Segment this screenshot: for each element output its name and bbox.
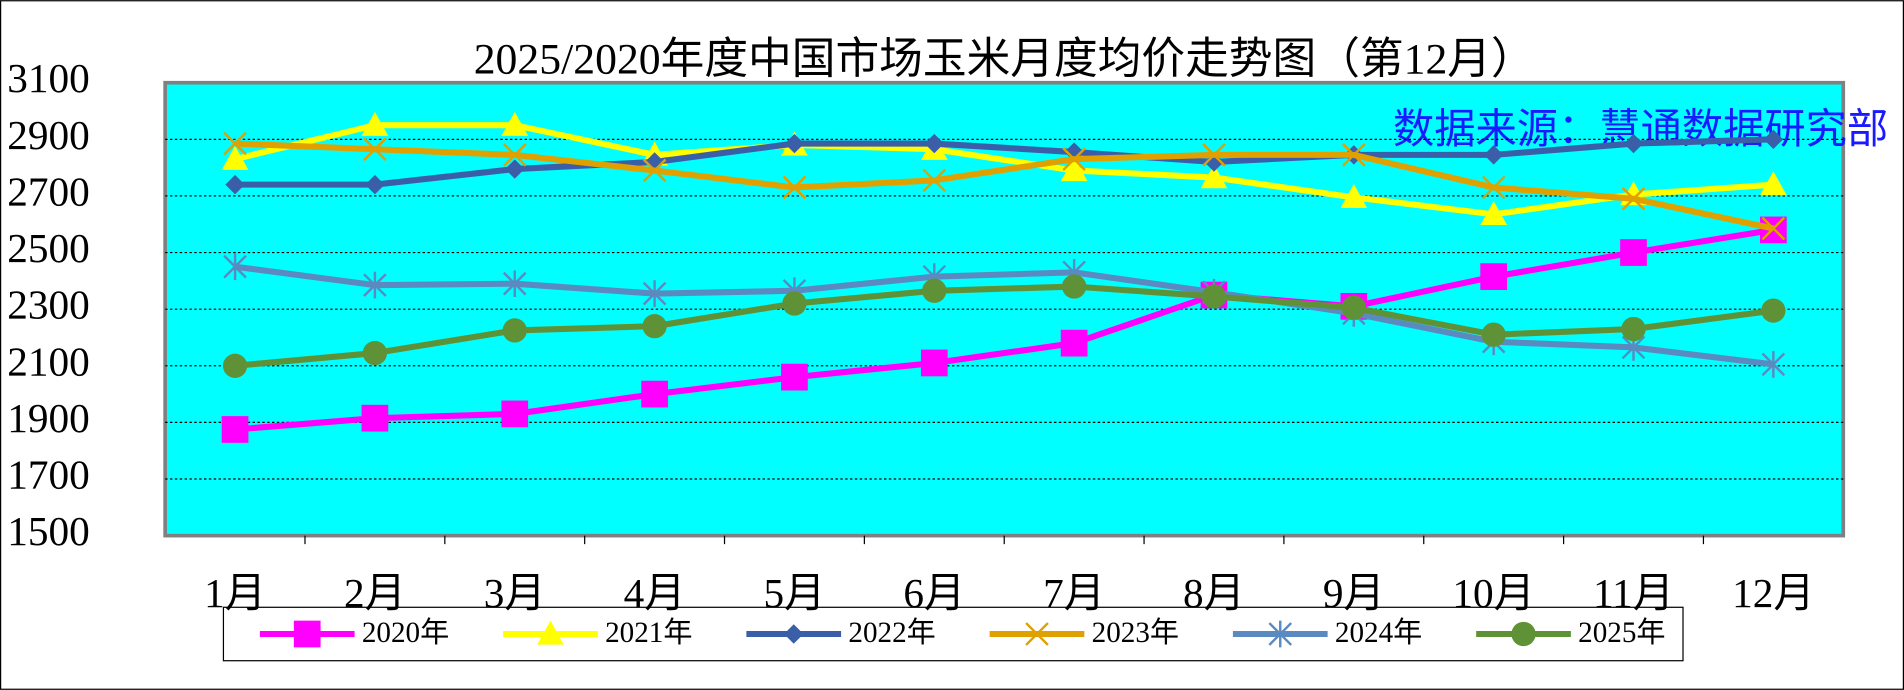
y-tick-label: 2700	[7, 168, 90, 214]
marker	[1061, 274, 1087, 299]
x-tick-label: 5月	[763, 570, 825, 616]
x-tick-label: 6月	[903, 570, 965, 616]
marker	[1480, 200, 1508, 226]
marker	[1064, 142, 1084, 162]
marker	[501, 400, 529, 428]
y-tick-label: 2900	[7, 112, 90, 158]
series-line	[235, 136, 1774, 188]
marker	[363, 137, 387, 162]
marker	[502, 318, 527, 343]
series-line	[234, 263, 1774, 368]
x-tick-label: 10月	[1452, 570, 1535, 616]
marker	[922, 278, 947, 303]
marker	[642, 280, 667, 307]
legend-label: 2023年	[1092, 616, 1179, 649]
marker	[1342, 143, 1366, 167]
legend-label: 2024年	[1335, 616, 1422, 649]
chart-title: 2025/2020年度中国市场玉米月度均价走势图（第12月）	[474, 35, 1535, 83]
y-tick-label: 3100	[7, 55, 90, 101]
marker	[501, 111, 529, 136]
marker	[782, 291, 807, 316]
marker	[1201, 284, 1227, 309]
y-tick-label: 2100	[7, 338, 90, 384]
marker	[1025, 622, 1049, 646]
x-tick-label: 3月	[484, 570, 546, 616]
y-tick-label: 1700	[7, 451, 90, 497]
marker	[1623, 133, 1644, 154]
x-tick-label: 12月	[1732, 570, 1815, 616]
marker	[1060, 157, 1088, 182]
series-line	[234, 122, 1774, 218]
marker	[1621, 186, 1646, 211]
x-tick-label: 2月	[344, 570, 406, 616]
marker	[781, 363, 808, 391]
marker	[365, 174, 385, 195]
marker	[223, 131, 247, 156]
marker	[221, 416, 249, 443]
series-line	[234, 226, 1774, 433]
series-line	[234, 283, 1774, 369]
marker	[922, 168, 947, 193]
marker	[1761, 298, 1786, 323]
marker	[642, 314, 667, 339]
marker	[1620, 239, 1647, 266]
legend-label: 2025年	[1578, 616, 1665, 649]
marker	[362, 340, 388, 366]
marker	[642, 158, 667, 183]
marker	[641, 380, 668, 408]
y-tick-label: 1900	[7, 395, 90, 441]
marker	[537, 620, 564, 645]
marker	[1483, 145, 1504, 165]
marker	[1761, 351, 1786, 378]
x-tick-label: 11月	[1593, 570, 1674, 616]
marker	[293, 620, 321, 648]
marker	[1621, 316, 1646, 342]
marker	[1062, 147, 1086, 171]
legend-label: 2020年	[362, 616, 449, 649]
marker	[782, 175, 807, 200]
marker	[223, 253, 247, 281]
marker	[1200, 164, 1228, 189]
marker	[784, 624, 804, 644]
marker	[1268, 620, 1293, 648]
legend	[222, 606, 1684, 662]
y-tick-label: 2500	[7, 225, 90, 271]
marker	[363, 271, 387, 299]
marker	[1481, 322, 1506, 347]
x-tick-label: 7月	[1043, 570, 1105, 616]
marker	[1480, 263, 1508, 290]
marker	[1204, 152, 1224, 172]
x-tick-label: 4月	[624, 570, 686, 616]
marker	[1341, 295, 1366, 320]
marker	[1763, 129, 1784, 150]
marker	[361, 404, 389, 432]
marker	[361, 111, 389, 136]
series-line	[234, 140, 1774, 232]
y-tick-label: 1500	[7, 508, 90, 554]
marker	[222, 353, 248, 378]
marker	[502, 270, 527, 298]
marker	[1060, 329, 1088, 357]
marker	[502, 143, 527, 167]
marker	[1481, 175, 1506, 200]
y-tick-label: 2300	[7, 282, 90, 328]
marker	[920, 349, 948, 377]
marker	[1761, 216, 1786, 241]
legend-label: 2021年	[605, 616, 692, 649]
marker	[225, 174, 245, 195]
marker	[1202, 143, 1226, 167]
x-tick-label: 8月	[1183, 570, 1245, 616]
legend-label: 2022年	[848, 616, 935, 649]
x-tick-label: 1月	[204, 570, 266, 616]
marker	[221, 145, 249, 170]
marker	[1340, 184, 1368, 209]
marker	[924, 133, 945, 154]
x-tick-label: 9月	[1323, 570, 1385, 616]
marker	[505, 159, 525, 179]
marker	[1760, 171, 1787, 196]
marker	[1511, 621, 1536, 647]
